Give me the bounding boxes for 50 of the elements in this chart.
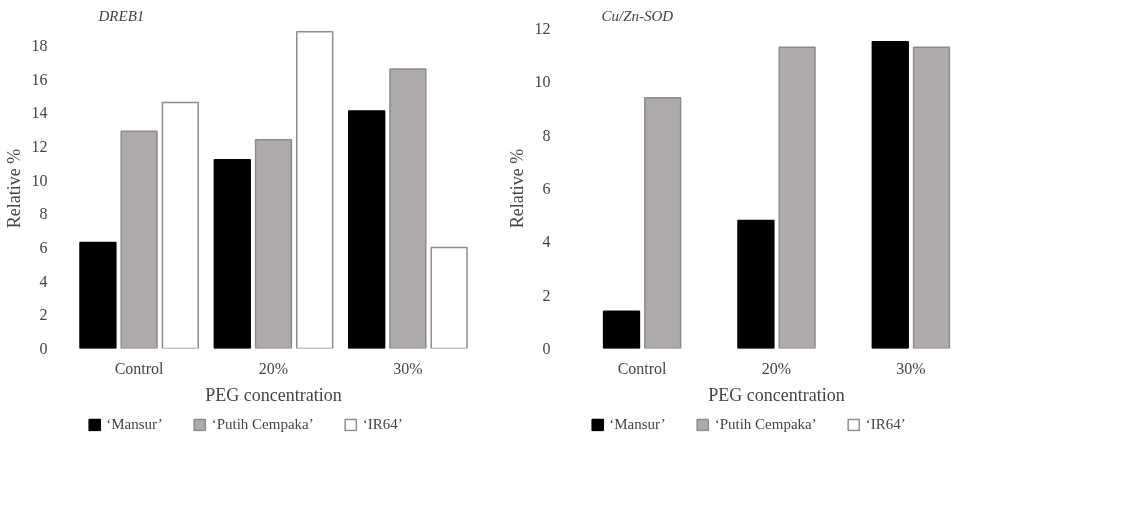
bar	[430, 246, 468, 349]
y-tick-label: 12	[31, 137, 48, 155]
chart-title: DREB1	[97, 7, 145, 24]
bar	[871, 41, 909, 349]
y-tick-label: 14	[31, 104, 48, 122]
legend-label: ‘Putih Cempaka’	[714, 415, 817, 433]
y-axis-title: Relative %	[506, 148, 527, 229]
x-axis-title: PEG concentration	[708, 384, 845, 405]
y-tick-label: 2	[39, 306, 48, 324]
bar	[348, 110, 386, 349]
legend-label: ‘Mansur’	[609, 415, 666, 433]
y-tick-label: 8	[39, 205, 48, 223]
x-tick-label: 20%	[258, 359, 289, 377]
y-tick-label: 4	[542, 233, 551, 251]
bar	[296, 31, 334, 349]
legend-label: ‘Putih Cempaka’	[211, 415, 314, 433]
bar	[213, 159, 251, 349]
y-axis-title: Relative %	[3, 148, 24, 229]
legend-label: ‘Mansur’	[106, 415, 163, 433]
y-tick-label: 6	[39, 238, 48, 256]
y-tick-label: 10	[534, 73, 551, 91]
bar	[737, 219, 775, 349]
y-tick-label: 18	[31, 36, 48, 54]
bar	[161, 101, 199, 349]
bar	[644, 97, 682, 349]
x-tick-label: Control	[114, 359, 165, 377]
bar	[912, 46, 951, 349]
chart-title: Cu/Zn-SOD	[601, 7, 674, 24]
bar	[602, 310, 641, 349]
y-tick-label: 0	[39, 340, 48, 357]
bar	[254, 138, 293, 349]
y-tick-label: 6	[542, 180, 551, 197]
y-tick-label: 12	[534, 20, 551, 37]
y-tick-label: 8	[542, 126, 551, 144]
x-tick-label: Control	[617, 359, 668, 377]
legend-label: ‘IR64’	[865, 415, 906, 433]
x-tick-label: 30%	[896, 359, 926, 377]
y-tick-label: 0	[542, 340, 551, 357]
legend-label: ‘IR64’	[362, 415, 403, 433]
bar	[778, 46, 816, 349]
y-tick-label: 2	[542, 286, 551, 304]
bar	[120, 130, 158, 349]
y-tick-label: 10	[31, 171, 48, 189]
bar	[389, 68, 427, 349]
x-axis-title: PEG concentration	[205, 384, 342, 405]
y-tick-label: 16	[31, 70, 48, 88]
x-tick-label: 30%	[393, 359, 423, 377]
bar	[79, 241, 117, 349]
y-tick-label: 4	[39, 272, 48, 290]
x-tick-label: 20%	[761, 359, 792, 377]
